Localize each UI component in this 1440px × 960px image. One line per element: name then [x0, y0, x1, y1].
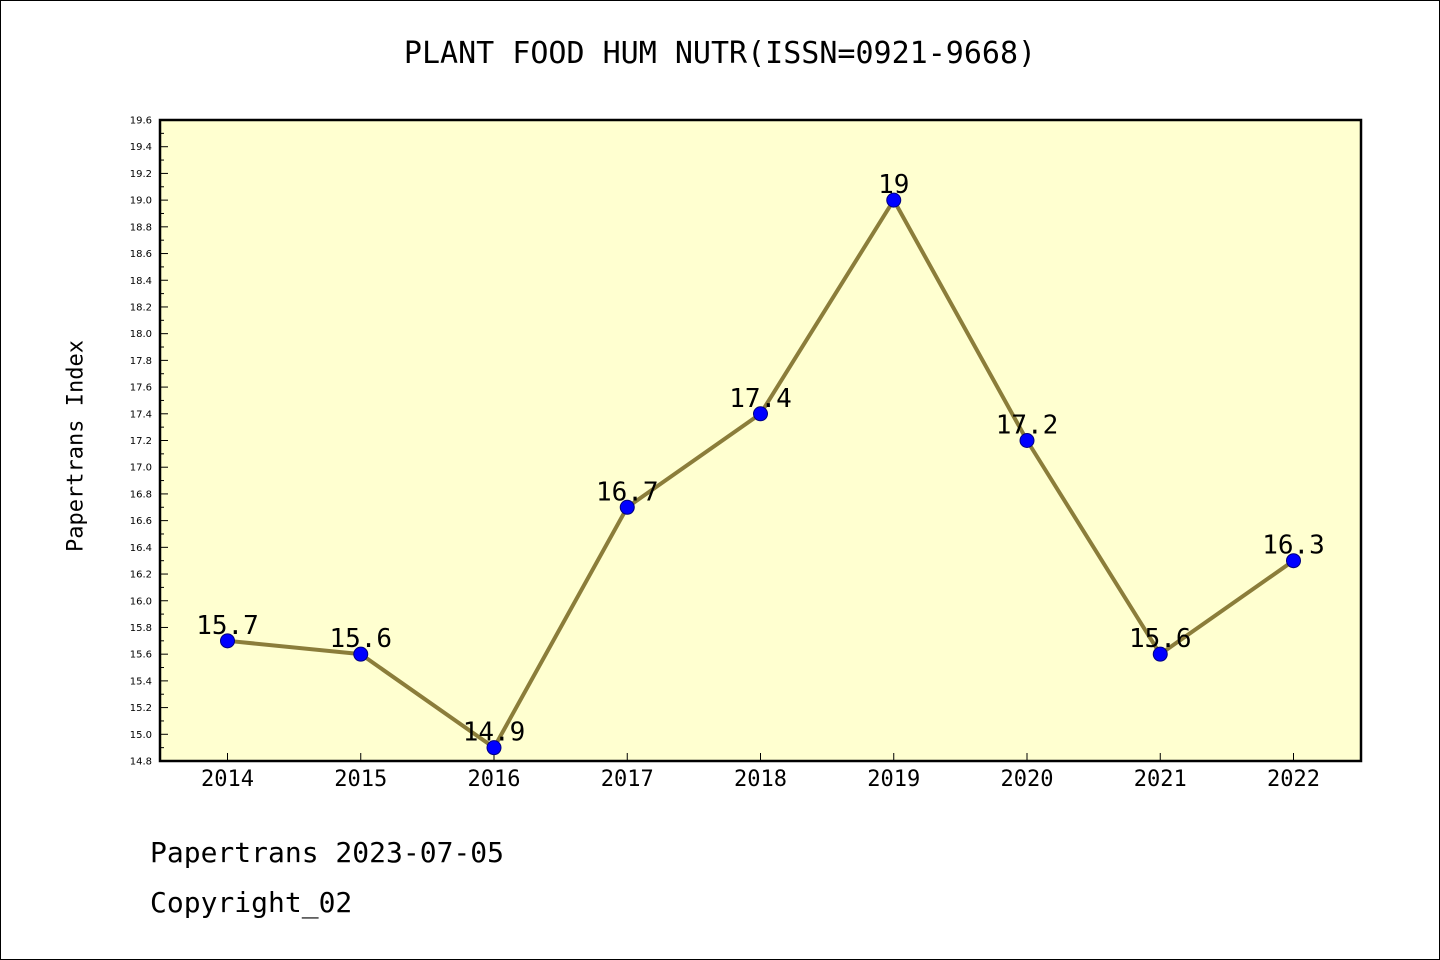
- data-point: [619, 499, 635, 515]
- x-tick-label: 2022: [1267, 767, 1320, 792]
- data-point: [886, 192, 902, 208]
- plot-area: [158, 118, 1363, 763]
- y-tick-label: 15.2: [130, 703, 152, 714]
- chart-title: PLANT FOOD HUM NUTR(ISSN=0921-9668): [403, 36, 1037, 71]
- x-tick-label: 2020: [1001, 767, 1054, 792]
- data-label: 15.6: [329, 624, 392, 654]
- data-label: 16.7: [596, 477, 659, 507]
- data-label: 19: [878, 170, 909, 200]
- y-tick-label: 19.0: [130, 196, 152, 207]
- y-tick-label: 16.8: [130, 489, 152, 500]
- y-tick-label: 17.4: [130, 409, 152, 420]
- data-label: 16.3: [1262, 531, 1325, 561]
- data-label: 15.7: [196, 611, 259, 641]
- data-label: 17.2: [996, 411, 1059, 441]
- x-tick-label: 2015: [334, 767, 387, 792]
- x-tick-label: 2021: [1134, 767, 1187, 792]
- y-tick-label: 15.0: [130, 730, 152, 741]
- x-tick-label: 2019: [867, 767, 920, 792]
- y-tick-label: 18.2: [130, 302, 152, 313]
- data-point: [486, 740, 502, 756]
- y-tick-label: 15.6: [130, 650, 152, 661]
- x-tick-label: 2014: [201, 767, 254, 792]
- y-tick-label: 19.6: [130, 116, 152, 127]
- data-point: [753, 406, 768, 422]
- x-tick-label: 2016: [468, 767, 521, 792]
- y-tick-label: 18.4: [130, 276, 152, 287]
- y-tick-label: 17.6: [130, 383, 152, 394]
- y-tick-label: 17.8: [130, 356, 152, 367]
- y-tick-label: 19.2: [130, 169, 152, 180]
- data-label: 15.6: [1129, 624, 1192, 654]
- y-tick-label: 18.0: [130, 329, 152, 340]
- data-point: [1286, 553, 1301, 569]
- data-point: [1019, 433, 1035, 448]
- footer-date: Papertrans 2023-07-05: [150, 836, 505, 869]
- data-point: [1152, 646, 1168, 662]
- y-tick-label: 16.2: [130, 570, 152, 581]
- footer-copyright: Copyright_02: [150, 886, 353, 919]
- y-tick-label: 17.0: [130, 463, 152, 474]
- y-tick-label: 16.6: [130, 516, 152, 527]
- y-tick-label: 16.0: [130, 596, 152, 607]
- y-tick-label: 15.8: [130, 623, 152, 634]
- y-tick-label: 14.8: [130, 757, 152, 768]
- data-label: 17.4: [729, 384, 792, 414]
- y-tick-label: 16.4: [130, 543, 152, 554]
- x-tick-label: 2018: [734, 767, 787, 792]
- y-tick-label: 18.8: [130, 222, 152, 233]
- y-tick-label: 18.6: [130, 249, 152, 260]
- data-point: [220, 633, 235, 649]
- y-tick-label: 15.4: [130, 676, 152, 687]
- y-tick-label: 19.4: [130, 142, 152, 153]
- data-point: [353, 646, 369, 662]
- y-tick-label: 17.2: [130, 436, 152, 447]
- x-tick-label: 2017: [601, 767, 654, 792]
- data-label: 14.9: [463, 718, 526, 748]
